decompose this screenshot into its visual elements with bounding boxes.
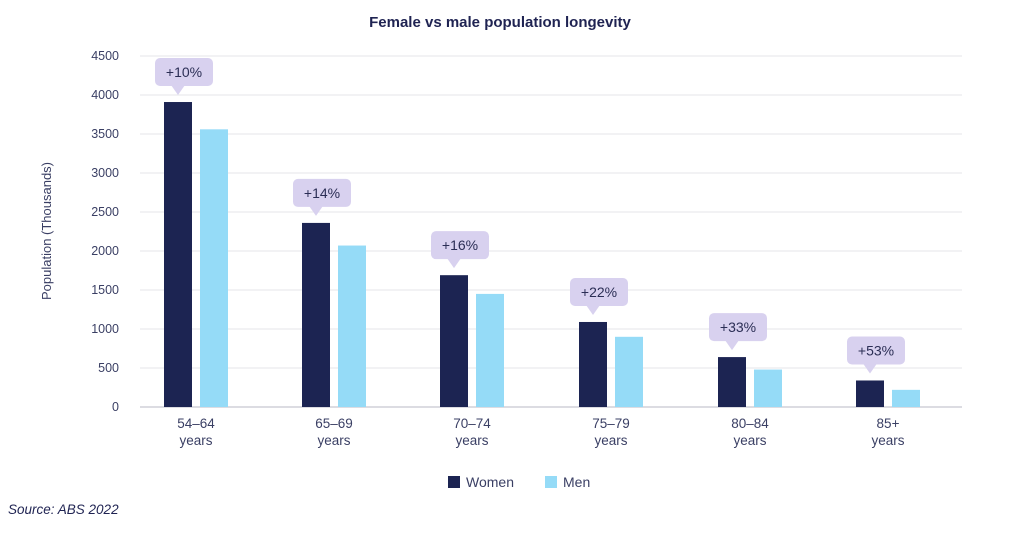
y-axis-ticks: 0 500 1000 1500 2000 2500 3000 3500 4000 4500: [91, 49, 119, 414]
callout-box: [570, 277, 628, 306]
chart-title: Female vs male population longevity: [369, 14, 631, 31]
y-tick-label: 500: [98, 361, 119, 375]
callout-pointer: [725, 340, 739, 351]
callout: +10%: [155, 58, 213, 96]
legend-label-men: Men: [563, 474, 590, 490]
x-category-label: years: [455, 433, 488, 448]
callout: +16%: [431, 231, 489, 269]
legend: Women Men: [448, 474, 590, 490]
x-axis-categories: 54–64 years 65–69 years 70–74 years 75–79 years…: [177, 416, 905, 448]
callout-box: [709, 313, 767, 342]
callout: +14%: [293, 178, 351, 216]
x-category-label: years: [317, 433, 350, 448]
y-tick-label: 4000: [91, 88, 119, 102]
callout: +22%: [570, 277, 628, 315]
chart: Female vs male population longevity 0 500…: [39, 14, 962, 490]
callout: +53%: [847, 336, 905, 374]
difference-callouts: +10% +14% +16% +22% +33% +53%: [155, 58, 905, 374]
y-tick-label: 1000: [91, 322, 119, 336]
bar-men: [476, 293, 504, 407]
callout-label: +10%: [166, 64, 202, 80]
callout: +33%: [709, 313, 767, 351]
x-category-label: 80–84: [731, 416, 769, 431]
y-tick-label: 2500: [91, 205, 119, 219]
legend-swatch-men: [545, 476, 557, 488]
callout-label: +22%: [581, 284, 617, 300]
x-category-label: 65–69: [315, 416, 353, 431]
x-category-label: 85+: [877, 416, 900, 431]
x-category-label: 54–64: [177, 416, 215, 431]
callout-pointer: [309, 205, 323, 216]
y-tick-label: 1500: [91, 283, 119, 297]
callout-pointer: [863, 363, 877, 374]
callout-box: [431, 231, 489, 260]
callout-label: +33%: [720, 319, 756, 335]
bar-women: [302, 222, 330, 407]
callout-pointer: [171, 85, 185, 96]
bar-men: [200, 129, 228, 407]
bar-women: [164, 102, 192, 408]
y-tick-label: 2000: [91, 244, 119, 258]
legend-swatch-women: [448, 476, 460, 488]
x-category-label: 75–79: [592, 416, 630, 431]
x-category-label: years: [594, 433, 627, 448]
bar-men: [615, 336, 643, 407]
bar-men: [892, 389, 920, 407]
callout-label: +53%: [858, 342, 894, 358]
bar-women: [440, 275, 468, 407]
legend-label-women: Women: [466, 474, 514, 490]
x-category-label: years: [179, 433, 212, 448]
callout-label: +14%: [304, 185, 340, 201]
bar-men: [754, 369, 782, 407]
x-category-label: 70–74: [453, 416, 491, 431]
y-tick-label: 0: [112, 400, 119, 414]
bar-women: [579, 321, 607, 407]
bars: [164, 102, 920, 408]
gridlines: [140, 55, 962, 408]
bar-men: [338, 245, 366, 407]
x-category-label: years: [871, 433, 904, 448]
x-category-label: years: [733, 433, 766, 448]
callout-box: [155, 58, 213, 87]
callout-pointer: [447, 258, 461, 269]
callout-box: [293, 178, 351, 207]
y-axis-label: Population (Thousands): [39, 162, 54, 300]
bar-women: [718, 357, 746, 407]
y-tick-label: 4500: [91, 49, 119, 63]
y-tick-label: 3000: [91, 166, 119, 180]
callout-pointer: [586, 304, 600, 315]
source-note: Source: ABS 2022: [8, 502, 119, 517]
callout-label: +16%: [442, 237, 478, 253]
y-tick-label: 3500: [91, 127, 119, 141]
bar-women: [856, 380, 884, 407]
callout-box: [847, 336, 905, 365]
